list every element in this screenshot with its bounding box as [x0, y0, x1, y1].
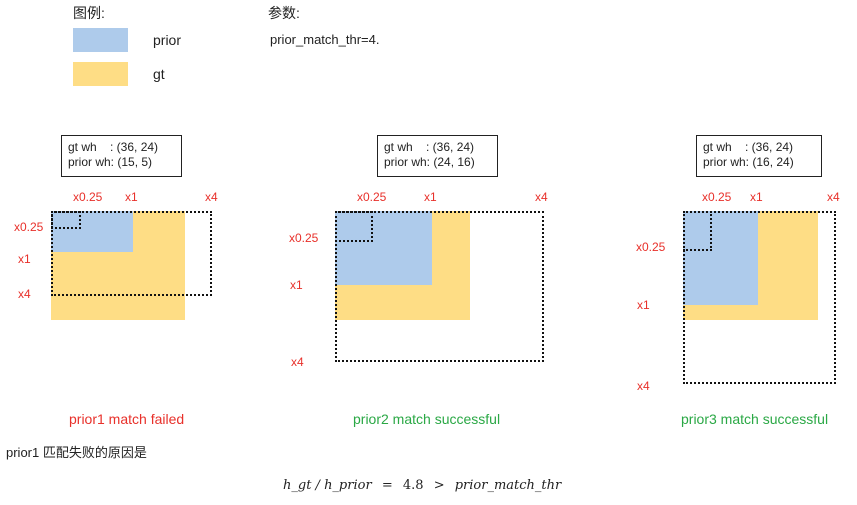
match-formula: h_gt / h_prior = 4.8 > prior_match_thr	[283, 478, 561, 493]
panel1-scale-y-1: x1	[18, 252, 31, 266]
panel2-scale-y-4: x4	[291, 355, 304, 369]
params-title: 参数:	[268, 5, 300, 21]
panel2-scale-x-0.25: x0.25	[357, 190, 387, 204]
params-value: prior_match_thr=4.	[270, 32, 380, 47]
panel3-gt-wh: gt wh : (36, 24)	[703, 140, 794, 154]
panel3-scale-y-1: x1	[637, 298, 650, 312]
panel1-prior-box	[51, 211, 133, 252]
panel3-caption: prior3 match successful	[681, 411, 829, 427]
panel3-scale-x-4: x4	[827, 190, 840, 204]
panel1-gt-wh: gt wh : (36, 24)	[68, 140, 159, 154]
legend-swatch-prior	[73, 28, 128, 52]
panel3-scale-x-0.25: x0.25	[702, 190, 732, 204]
panel2-prior-box	[335, 211, 432, 285]
formula-lhs: h_gt / h_prior	[283, 478, 372, 493]
legend-label-prior: prior	[153, 32, 182, 48]
panel1-scale-y-0.25: x0.25	[14, 220, 44, 234]
formula-eq: =	[381, 478, 393, 493]
panel1-caption: prior1 match failed	[69, 411, 185, 427]
failure-reason-note: prior1 匹配失败的原因是	[6, 445, 147, 460]
panel3-scale-y-0.25: x0.25	[636, 240, 666, 254]
panel1-prior-x4-outline	[51, 211, 212, 296]
panel1-scale-x-0.25: x0.25	[73, 190, 103, 204]
panel1-prior-wh: prior wh: (15, 5)	[68, 155, 153, 169]
panel2-scale-y-1: x1	[290, 278, 303, 292]
panel3-info-box: gt wh : (36, 24) prior wh: (16, 24)	[696, 135, 822, 177]
formula-rhs: prior_match_thr	[454, 478, 562, 493]
panel2-scale-x-4: x4	[535, 190, 548, 204]
panel3-prior-box	[683, 211, 758, 305]
panel3-scale-x-1: x1	[750, 190, 763, 204]
panel3-prior-x4-outline	[683, 211, 836, 384]
legend-title: 图例:	[73, 5, 105, 21]
panel1-scale-y-4: x4	[18, 287, 31, 301]
formula-value: 4.8	[402, 478, 424, 493]
panel2-scale-x-1: x1	[424, 190, 437, 204]
formula-op: >	[433, 478, 445, 493]
panel3-prior-wh: prior wh: (16, 24)	[703, 155, 794, 169]
panel2-caption: prior2 match successful	[353, 411, 501, 427]
panel2-scale-y-0.25: x0.25	[289, 231, 319, 245]
panel2-prior-x4-outline	[335, 211, 544, 362]
legend-swatch-gt	[73, 62, 128, 86]
panel1-info-box: gt wh : (36, 24) prior wh: (15, 5)	[61, 135, 182, 177]
panel1-scale-x-4: x4	[205, 190, 218, 204]
panel1-scale-x-1: x1	[125, 190, 138, 204]
panel3-scale-y-4: x4	[637, 379, 650, 393]
panel2-gt-wh: gt wh : (36, 24)	[384, 140, 475, 154]
panel2-prior-wh: prior wh: (24, 16)	[384, 155, 475, 169]
legend-label-gt: gt	[153, 66, 165, 82]
panel2-info-box: gt wh : (36, 24) prior wh: (24, 16)	[377, 135, 498, 177]
